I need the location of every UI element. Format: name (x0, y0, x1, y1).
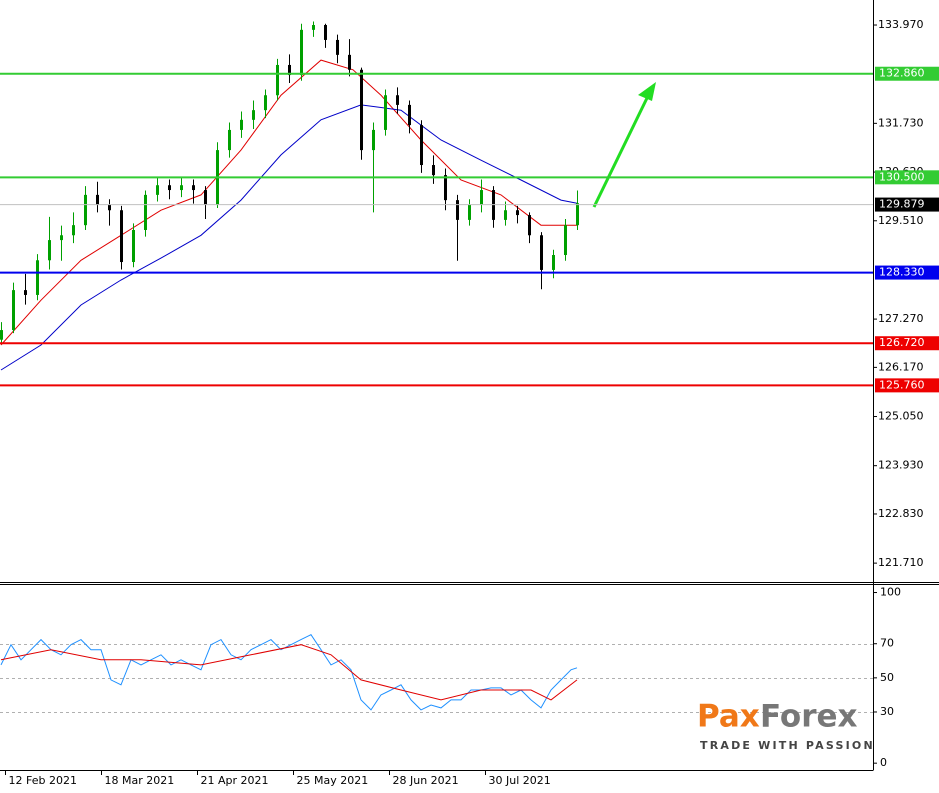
candle-body (156, 185, 159, 195)
level-tag (875, 336, 939, 351)
x-tick-label: 21 Apr 2021 (201, 774, 269, 787)
candle-body (108, 204, 111, 211)
y-tick-label: 133.970 (878, 18, 924, 31)
logo-text: Pax (697, 699, 760, 735)
candle-body (516, 210, 519, 216)
candle-body (168, 185, 171, 191)
x-tick-label: 25 May 2021 (297, 774, 369, 787)
level-label: 125.760 (879, 378, 925, 391)
line-series (0, 634, 578, 711)
x-tick-label: 28 Jun 2021 (393, 774, 459, 787)
level-label: 132.860 (879, 67, 925, 80)
candle-body (456, 200, 459, 220)
line-series (0, 59, 577, 346)
x-tick-label: 18 Mar 2021 (105, 774, 175, 787)
arrow (592, 82, 656, 208)
y-tick-label: 100 (880, 586, 901, 599)
level-label: 130.500 (879, 170, 925, 183)
level-tag (875, 378, 939, 393)
line-series (0, 104, 578, 371)
candle-body (276, 64, 279, 96)
logo: Pax Forex TRADE WITH PASSION (697, 699, 875, 753)
level-tag (875, 170, 939, 185)
candle-body (432, 165, 435, 176)
candle-body (96, 194, 99, 205)
y-tick-label: 127.270 (878, 312, 924, 325)
line-series (0, 644, 578, 701)
y-tick-label: 125.050 (878, 410, 924, 423)
candle-body (228, 129, 231, 151)
y-tick-label: 126.170 (878, 360, 924, 373)
logo-text: Forex (760, 699, 858, 735)
y-tick-label: 30 (880, 705, 894, 718)
y-tick-label: 121.710 (878, 556, 924, 569)
candle-body (384, 95, 387, 130)
candle-body (252, 110, 255, 120)
x-tick-label: 30 Jul 2021 (489, 774, 551, 787)
level-tag (875, 265, 939, 280)
y-tick-label: 123.930 (878, 459, 924, 472)
candle-body (408, 104, 411, 126)
candle-body (420, 125, 423, 166)
candle-body (480, 190, 483, 205)
last-price-tag (875, 197, 939, 212)
candle-body (528, 215, 531, 236)
candle-body (324, 25, 327, 40)
candle-body (36, 260, 39, 295)
candle-body (336, 39, 339, 55)
candle-body (204, 190, 207, 205)
candle-body (120, 210, 123, 263)
candle-body (264, 95, 267, 111)
candle-body (48, 240, 51, 261)
candle-body (504, 210, 507, 220)
candle-body (564, 225, 567, 256)
candle-body (180, 185, 183, 191)
y-tick-label: 70 (880, 637, 894, 650)
x-tick-label: 12 Feb 2021 (9, 774, 77, 787)
candle-body (288, 64, 291, 76)
candle-body (60, 235, 63, 241)
logo-tagline: TRADE WITH PASSION (700, 739, 875, 752)
candle-body (396, 95, 399, 105)
level-label: 128.330 (879, 266, 925, 279)
candle-body (24, 290, 27, 295)
y-tick-label: 0 (880, 756, 887, 769)
candle-body (468, 204, 471, 220)
y-tick-label: 122.830 (878, 507, 924, 520)
candle-body (348, 54, 351, 70)
candle-body (540, 235, 543, 270)
level-label: 126.720 (879, 336, 925, 349)
candle-body (312, 25, 315, 30)
y-tick-label: 131.730 (878, 116, 924, 129)
candle-body (84, 194, 87, 226)
candle-body (144, 194, 147, 230)
candle-body (0, 330, 3, 340)
y-tick-label: 129.510 (878, 214, 924, 227)
candle-body (240, 119, 243, 130)
level-tag (875, 66, 939, 81)
candle-body (132, 229, 135, 263)
candle-body (576, 203, 579, 226)
candle-body (12, 290, 15, 331)
candle-body (300, 29, 303, 76)
candle-body (552, 255, 555, 270)
candle-body (72, 225, 75, 236)
candle-body (372, 129, 375, 151)
candle-body (360, 69, 363, 151)
last-price-label: 129.879 (879, 198, 925, 211)
candle-body (444, 175, 447, 201)
y-tick-label: 50 (880, 671, 894, 684)
candle-body (192, 185, 195, 191)
